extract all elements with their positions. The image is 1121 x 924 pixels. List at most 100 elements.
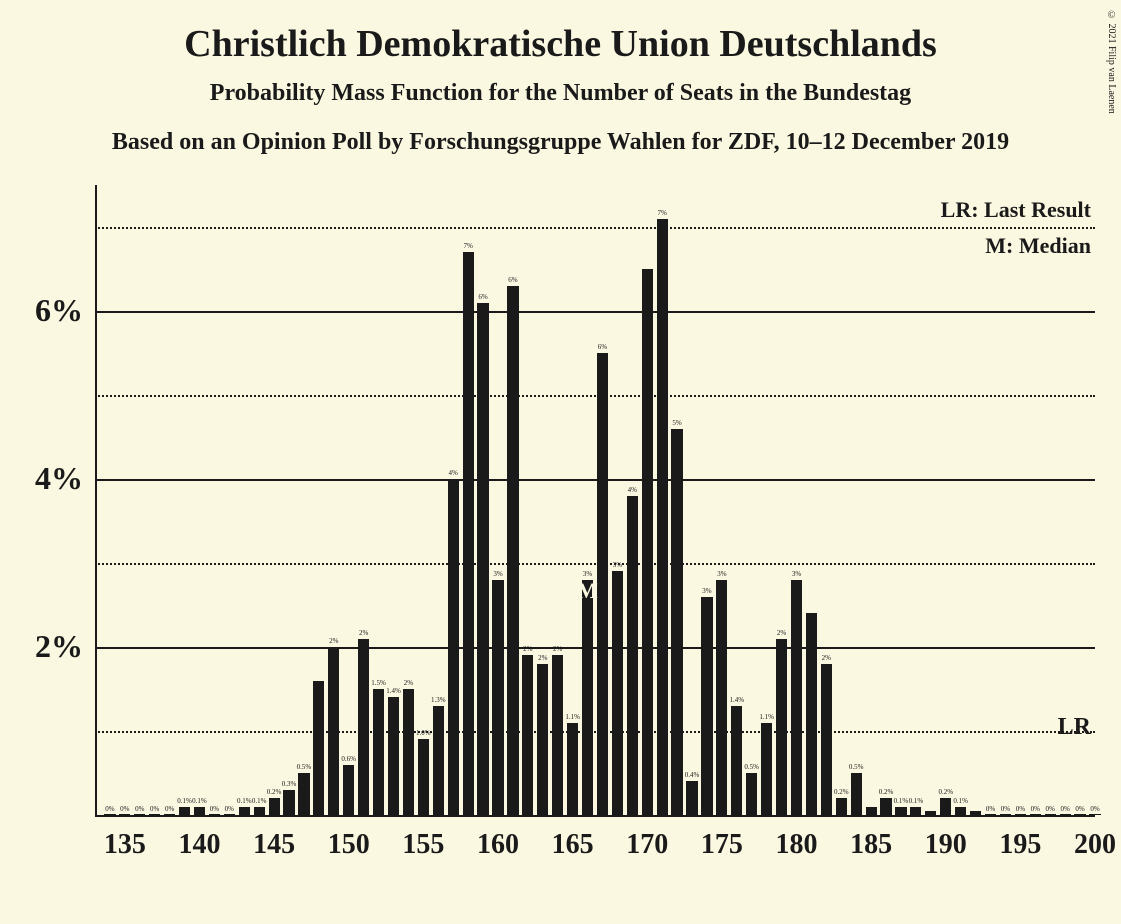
bar [179, 807, 190, 815]
bar [731, 706, 742, 815]
bar [418, 739, 429, 815]
bar-value-label: 3% [702, 587, 711, 595]
bar [448, 479, 459, 815]
bar-value-label: 0% [1060, 805, 1069, 813]
bar-value-label: 0.1% [909, 797, 924, 805]
chart-subtitle-1: Probability Mass Function for the Number… [0, 80, 1121, 107]
bar-value-label: 3% [493, 570, 502, 578]
y-tick-label: 4% [3, 460, 83, 497]
bar-value-label: 1.1% [759, 713, 774, 721]
bar-value-label: 2% [822, 654, 831, 662]
chart-area: 2% 4% 6% LR: Last Result M: Median LR 0% 0% 0% 0%… [95, 185, 1095, 815]
bar-value-label: 1.4% [386, 687, 401, 695]
legend-median: M: Median [985, 233, 1091, 259]
bar-value-label: 2% [553, 645, 562, 653]
y-axis [95, 185, 97, 815]
bar [477, 303, 488, 815]
bar [821, 664, 832, 815]
bar-value-label: 0% [225, 805, 234, 813]
bar-value-label: 3% [792, 570, 801, 578]
median-marker: M [577, 578, 598, 604]
x-tick-label: 180 [775, 829, 817, 861]
bar [373, 689, 384, 815]
bar-value-label: 3% [613, 561, 622, 569]
bar-value-label: 0.5% [849, 763, 864, 771]
bar-value-label: 0.1% [192, 797, 207, 805]
bar [194, 807, 205, 815]
legend-last-result: LR: Last Result [941, 197, 1091, 223]
bar-value-label: 0.5% [297, 763, 312, 771]
y-tick-label: 2% [3, 628, 83, 665]
bar [492, 580, 503, 815]
bar-value-label: 0% [210, 805, 219, 813]
bar [328, 647, 339, 815]
x-tick-label: 135 [104, 829, 146, 861]
bar [388, 697, 399, 815]
bar-value-label: 7% [463, 242, 472, 250]
bar-value-label: 0% [1016, 805, 1025, 813]
x-axis [95, 815, 1095, 817]
bar-value-label: 3% [717, 570, 726, 578]
x-tick-label: 150 [328, 829, 370, 861]
bar-value-label: 0.5% [744, 763, 759, 771]
bar-value-label: 0.1% [894, 797, 909, 805]
bar [612, 571, 623, 815]
bar-value-label: 0% [1075, 805, 1084, 813]
bar-value-label: 0.3% [282, 780, 297, 788]
bar [239, 807, 250, 815]
bar-value-label: 0% [165, 805, 174, 813]
bar-value-label: 6% [478, 293, 487, 301]
bar [686, 781, 697, 815]
bar-value-label: 4% [449, 469, 458, 477]
bar-value-label: 0.2% [267, 788, 282, 796]
x-tick-label: 185 [850, 829, 892, 861]
bar-value-label: 2% [777, 629, 786, 637]
bar-value-label: 0.4% [685, 771, 700, 779]
bar-value-label: 2% [523, 645, 532, 653]
bar-value-label: 0.2% [834, 788, 849, 796]
x-tick-label: 155 [402, 829, 444, 861]
x-tick-label: 140 [178, 829, 220, 861]
bar-value-label: 6% [508, 276, 517, 284]
bar [657, 219, 668, 815]
bar [582, 580, 593, 815]
bar [567, 723, 578, 815]
chart-title: Christlich Demokratische Union Deutschla… [0, 0, 1121, 66]
bar-value-label: 3% [583, 570, 592, 578]
bar [269, 798, 280, 815]
bar [851, 773, 862, 815]
lr-marker: LR [1058, 714, 1091, 741]
bar [254, 807, 265, 815]
bar [403, 689, 414, 815]
bar [507, 286, 518, 815]
bar-value-label: 5% [672, 419, 681, 427]
bar [671, 429, 682, 815]
gridline [95, 227, 1095, 229]
bar-value-label: 0% [120, 805, 129, 813]
bar [298, 773, 309, 815]
bar-value-label: 1.0% [416, 729, 431, 737]
bar [552, 655, 563, 815]
bar-value-label: 0% [135, 805, 144, 813]
bar-value-label: 1.5% [371, 679, 386, 687]
chart-subtitle-2: Based on an Opinion Poll by Forschungsgr… [0, 129, 1121, 156]
bar-value-label: 0% [1001, 805, 1010, 813]
bar [866, 807, 877, 815]
bar [746, 773, 757, 815]
bar [701, 597, 712, 815]
bar-value-label: 0% [986, 805, 995, 813]
bar-value-label: 0% [150, 805, 159, 813]
y-tick-label: 6% [3, 292, 83, 329]
bar [716, 580, 727, 815]
bar-value-label: 0% [105, 805, 114, 813]
x-tick-label: 145 [253, 829, 295, 861]
bar-value-label: 0.1% [953, 797, 968, 805]
bar-value-label: 0.1% [177, 797, 192, 805]
bar [761, 723, 772, 815]
x-tick-label: 190 [925, 829, 967, 861]
x-tick-label: 195 [999, 829, 1041, 861]
bar [313, 681, 324, 815]
x-tick-label: 200 [1074, 829, 1116, 861]
x-tick-label: 175 [701, 829, 743, 861]
bar [776, 639, 787, 815]
